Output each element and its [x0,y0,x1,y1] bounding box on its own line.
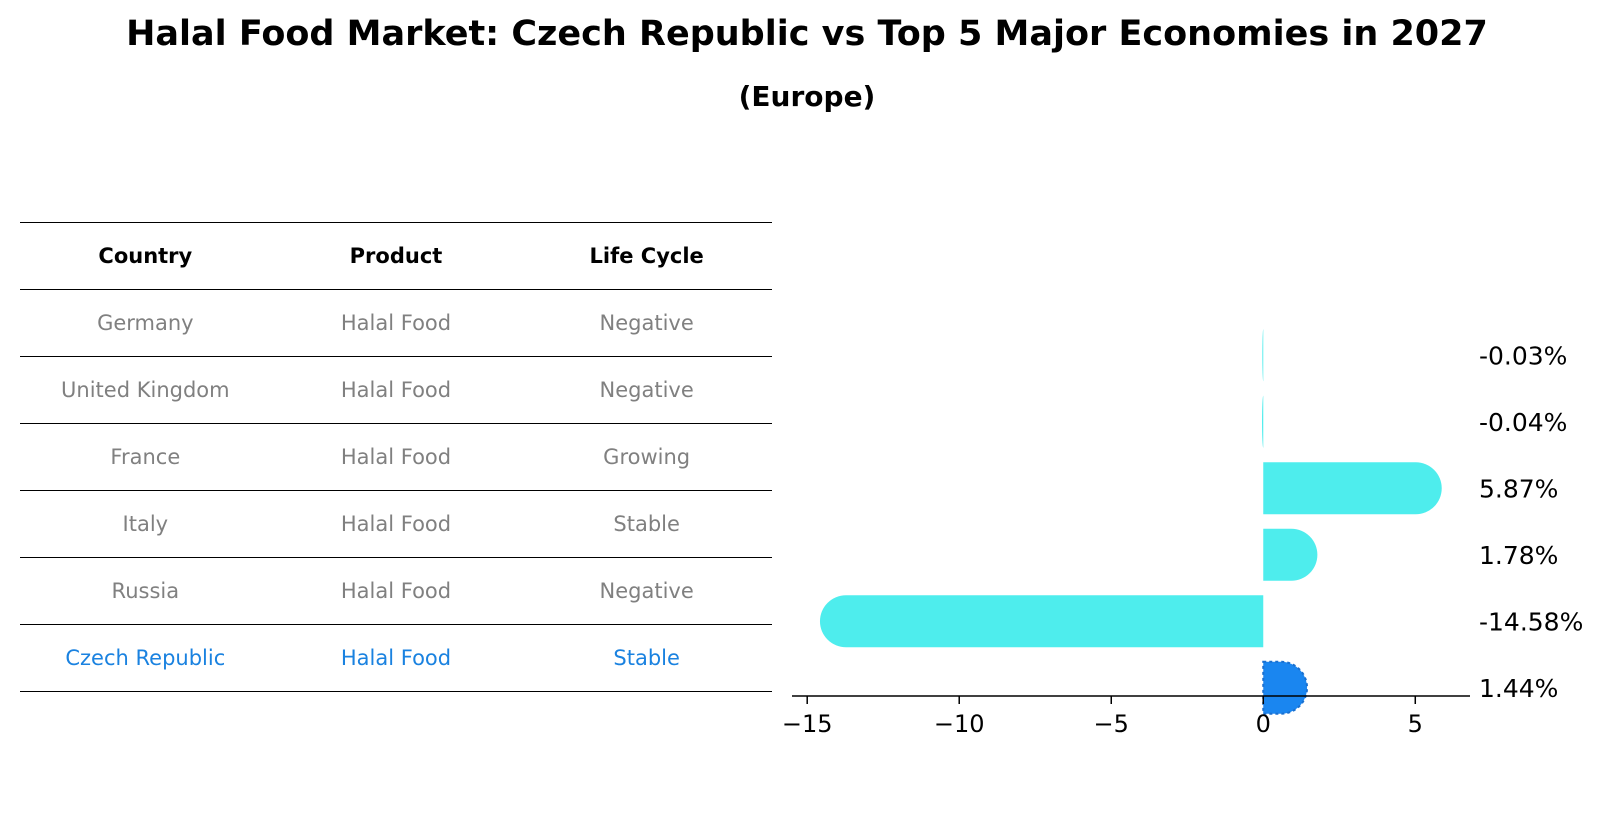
cell-country: Russia [20,557,271,625]
cell-life-cycle: Growing [521,423,772,491]
table-row: Italy Halal Food Stable [20,490,772,558]
cell-product: Halal Food [270,423,522,491]
table-row: Russia Halal Food Negative [20,557,772,625]
value-label: 5.87% [1479,474,1558,503]
cell-country: Germany [20,289,271,357]
value-label: 1.78% [1479,541,1558,570]
value-label: 1.44% [1479,674,1558,703]
bar-germany [1262,329,1264,382]
cell-life-cycle: Negative [521,557,772,625]
header-life-cycle: Life Cycle [521,222,772,290]
table-row: United Kingdom Halal Food Negative [20,356,772,424]
cell-country: France [20,423,271,491]
table-row-highlight: Czech Republic Halal Food Stable [20,624,772,692]
bar-united-kingdom [1262,395,1264,448]
x-tick-label: −15 [782,710,833,738]
value-label: -0.04% [1479,408,1567,437]
bar-italy [1263,528,1318,581]
x-tick-label: −10 [934,710,985,738]
table-row: France Halal Food Growing [20,423,772,491]
x-tick-label: 0 [1256,710,1271,738]
cell-product: Halal Food [270,624,522,692]
header-product: Product [270,222,522,290]
chart-title: Halal Food Market: Czech Republic vs Top… [126,14,1488,54]
cell-product: Halal Food [270,289,522,357]
cell-life-cycle: Negative [521,289,772,357]
cell-country: United Kingdom [20,356,271,424]
value-label: -0.03% [1479,341,1567,370]
bar-czech-republic [1262,660,1309,715]
header-country: Country [20,222,271,290]
cell-product: Halal Food [270,356,522,424]
table-row: Germany Halal Food Negative [20,289,772,357]
cell-life-cycle: Stable [521,624,772,692]
value-label: -14.58% [1479,607,1583,636]
cell-country: Czech Republic [20,624,271,692]
cell-country: Italy [20,490,271,558]
x-tick-label: 5 [1408,710,1423,738]
x-tick-label: −5 [1094,710,1129,738]
chart-subtitle: (Europe) [738,80,876,113]
bar-russia [819,595,1264,648]
cell-life-cycle: Negative [521,356,772,424]
cell-product: Halal Food [270,490,522,558]
bar-france [1263,462,1442,515]
comparison-table: Country Product Life Cycle Germany Halal… [20,222,772,692]
cell-life-cycle: Stable [521,490,772,558]
table-header-row: Country Product Life Cycle [20,222,772,290]
cell-product: Halal Food [270,557,522,625]
